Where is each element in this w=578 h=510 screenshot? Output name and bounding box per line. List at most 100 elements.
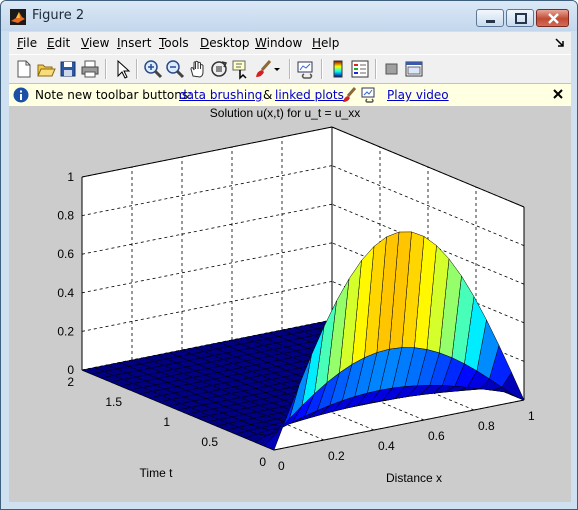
minimize-button[interactable]: [476, 9, 504, 27]
close-infobar-icon[interactable]: [551, 87, 565, 101]
t-tick-label: 1: [163, 415, 170, 429]
x-tick-label: 0.2: [328, 449, 345, 463]
grid-line: [81, 281, 333, 332]
grid-line: [81, 242, 333, 294]
play-video-link[interactable]: Play video: [387, 88, 449, 102]
zoom-out-icon: [166, 60, 185, 79]
x-tick-label: 0.6: [428, 429, 445, 443]
link-plot-icon: [361, 87, 375, 103]
x-axis-label: Distance x: [386, 471, 442, 485]
info-ampersand: &: [263, 88, 273, 102]
data-cursor-button[interactable]: [230, 58, 252, 80]
close-window-button[interactable]: [536, 9, 569, 27]
brush-icon: [256, 60, 272, 77]
new-figure-button[interactable]: [13, 58, 35, 80]
z-tick-label: 0.4: [57, 286, 74, 300]
x-tick-label: 0: [278, 459, 285, 473]
menu-insert[interactable]: Insert: [117, 36, 152, 50]
menu-help[interactable]: Help: [312, 36, 340, 50]
figure-canvas[interactable]: Solution u(x,t) for u_t = u_xx 0 0.2 0.4 0.…: [9, 106, 571, 502]
t-tick-label: 2: [67, 375, 74, 389]
t-axis-label: Time t: [140, 466, 174, 480]
legend-icon: [351, 60, 369, 78]
z-tick-label: 0: [67, 363, 74, 377]
surface-patch: [263, 417, 287, 451]
link-plot-button[interactable]: [295, 58, 317, 80]
info-message: Note new toolbar buttons:: [35, 88, 193, 102]
brush-button[interactable]: [252, 58, 274, 80]
maximize-button[interactable]: [506, 9, 534, 27]
rotate-3d-button[interactable]: [208, 58, 230, 80]
toolbar-separator: [105, 59, 107, 79]
menu-view[interactable]: View: [81, 36, 110, 50]
menu-window[interactable]: Window: [255, 36, 303, 50]
link-plot-icon: [297, 61, 313, 79]
menu-desktop[interactable]: Desktop: [200, 36, 250, 50]
title-bar[interactable]: Figure 2: [1, 1, 577, 31]
menu-tools[interactable]: Tools: [159, 36, 189, 50]
x-tick-label: 0.8: [478, 419, 495, 433]
toolbar-separator: [321, 59, 323, 79]
show-plot-tools-icon: [405, 61, 423, 77]
show-plot-tools-button[interactable]: [403, 58, 425, 80]
rotate-3d-icon: [211, 61, 228, 77]
x-tick-label: 0.4: [378, 439, 395, 453]
menu-edit[interactable]: Edit: [47, 36, 71, 50]
t-tick-label: 0: [259, 455, 266, 469]
insert-legend-button[interactable]: [349, 58, 371, 80]
linked-plots-link[interactable]: linked plots: [275, 88, 344, 102]
grid-line: [81, 203, 333, 255]
toolbar-separator: [289, 59, 291, 79]
dock-arrow-icon[interactable]: [555, 38, 565, 48]
z-tick-label: 0.2: [57, 324, 74, 338]
back-wall: [82, 127, 332, 370]
open-file-button[interactable]: [35, 58, 57, 80]
x-tick-label: 1: [528, 409, 535, 423]
pan-button[interactable]: [186, 58, 208, 80]
colorbar-icon: [333, 60, 343, 78]
axis-labels: 00.20.40.60.8100.511.5200.20.40.60.81Dis…: [57, 170, 535, 485]
open-file-icon: [37, 64, 56, 77]
zoom-in-icon: [144, 60, 163, 79]
edit-plot-button[interactable]: [111, 58, 133, 80]
z-tick-label: 0.6: [57, 247, 74, 261]
info-icon: [13, 87, 29, 103]
zoom-in-button[interactable]: [142, 58, 164, 80]
dropdown-arrow-icon: [274, 68, 280, 71]
menu-file[interactable]: File: [17, 36, 38, 50]
brush-dropdown-button[interactable]: [272, 58, 282, 80]
window-title: Figure 2: [32, 8, 85, 23]
data-cursor-icon: [232, 60, 247, 80]
t-tick-label: 1.5: [105, 395, 122, 409]
grid-line: [331, 165, 525, 246]
toolbar-separator: [136, 59, 138, 79]
surface-patches: [81, 231, 525, 451]
hide-plot-tools-icon: [385, 63, 398, 75]
print-button[interactable]: [79, 58, 101, 80]
print-icon: [81, 60, 99, 78]
t-tick-label: 0.5: [201, 435, 218, 449]
hide-plot-tools-button[interactable]: [381, 58, 403, 80]
info-bar: Note new toolbar buttons: data brushing …: [9, 83, 571, 107]
pan-icon: [190, 60, 204, 78]
insert-colorbar-button[interactable]: [327, 58, 349, 80]
toolbar-separator: [375, 59, 377, 79]
menu-bar: File Edit View Insert Tools Desktop Wind…: [9, 32, 571, 54]
x-axis-line: [273, 399, 525, 451]
save-button[interactable]: [57, 58, 79, 80]
brush-icon: [343, 87, 357, 102]
grid-line: [81, 165, 333, 216]
surface-plot[interactable]: Solution u(x,t) for u_t = u_xx 0 0.2 0.4 0.…: [9, 106, 571, 502]
z-tick-label: 1: [67, 170, 74, 184]
new-figure-icon: [17, 60, 31, 78]
edit-plot-icon: [117, 59, 131, 79]
minimize-icon: [486, 20, 495, 23]
zoom-out-button[interactable]: [164, 58, 186, 80]
figure-toolbar: [9, 54, 571, 83]
box-edge: [331, 126, 525, 208]
save-icon: [60, 61, 76, 77]
maximize-icon: [515, 13, 527, 24]
data-brushing-link[interactable]: data brushing: [179, 88, 263, 102]
close-icon: [548, 13, 559, 24]
